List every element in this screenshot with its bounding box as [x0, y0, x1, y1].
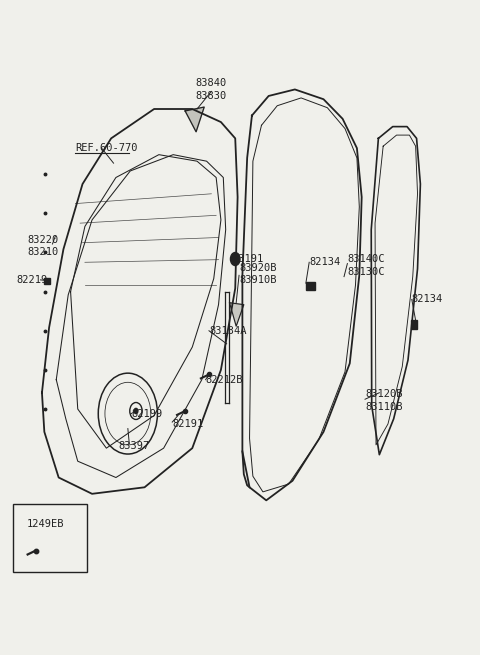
Circle shape — [230, 252, 240, 265]
Text: 83397: 83397 — [118, 441, 150, 451]
Text: 82191: 82191 — [172, 419, 204, 429]
Text: 82212B: 82212B — [205, 375, 243, 384]
Circle shape — [134, 408, 138, 413]
Text: 83920B
83910B: 83920B 83910B — [239, 263, 276, 285]
Text: 83120B
83110B: 83120B 83110B — [365, 389, 403, 412]
FancyBboxPatch shape — [13, 504, 87, 572]
Text: 1249EB: 1249EB — [26, 519, 64, 529]
Text: 82219: 82219 — [17, 275, 48, 285]
Text: 83134A: 83134A — [209, 326, 247, 336]
Text: 83840
83830: 83840 83830 — [196, 78, 227, 101]
Text: 82134: 82134 — [412, 295, 443, 305]
Polygon shape — [229, 303, 244, 326]
Text: REF.60-770: REF.60-770 — [75, 143, 138, 153]
Polygon shape — [185, 107, 204, 132]
Text: 82199: 82199 — [131, 409, 162, 419]
Text: 82134: 82134 — [309, 257, 340, 267]
Bar — [306, 282, 315, 290]
Text: 83220
83210: 83220 83210 — [28, 234, 59, 257]
Bar — [411, 320, 417, 329]
Text: 83191: 83191 — [233, 254, 264, 264]
Text: 83140C
83130C: 83140C 83130C — [348, 254, 385, 277]
